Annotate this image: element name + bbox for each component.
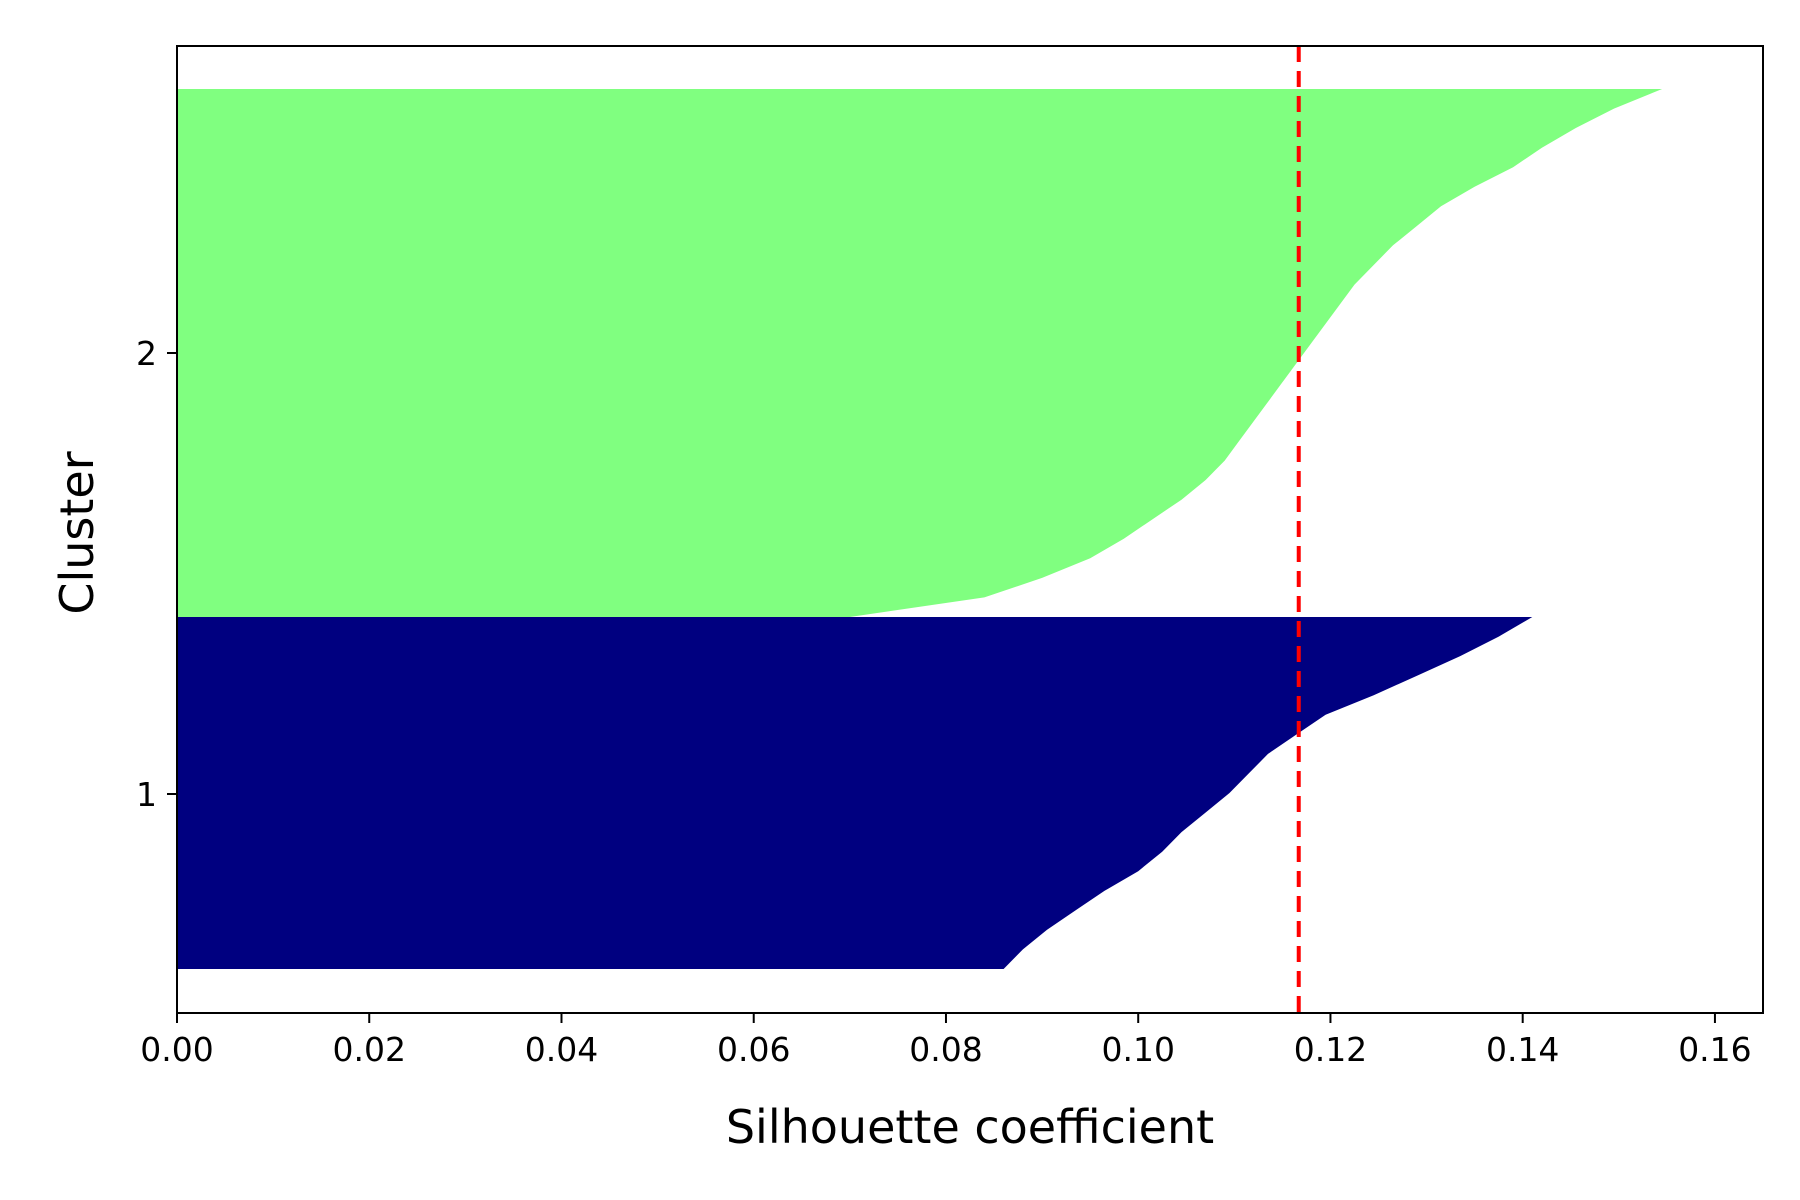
x-tick-label: 0.12: [1294, 1030, 1367, 1069]
y-axis-ticks: 12: [136, 334, 177, 814]
y-tick-label: 1: [136, 775, 157, 814]
x-tick-label: 0.00: [140, 1030, 213, 1069]
x-axis-label: Silhouette coefficient: [726, 1100, 1214, 1154]
x-tick-label: 0.06: [717, 1030, 790, 1069]
x-tick-label: 0.10: [1101, 1030, 1174, 1069]
axes-frame: [176, 45, 1764, 1014]
y-axis-label: Cluster: [50, 451, 104, 614]
x-tick-label: 0.04: [525, 1030, 598, 1069]
silhouette-cluster-1: [177, 617, 1533, 969]
y-tick-label: 2: [136, 334, 157, 373]
plot-area: [176, 45, 1764, 1014]
x-axis-ticks: 0.00 0.02 0.04 0.06 0.08 0.10 0.12 0.14 0.16: [140, 1013, 1752, 1069]
x-tick-label: 0.08: [909, 1030, 982, 1069]
x-tick-label: 0.14: [1486, 1030, 1559, 1069]
silhouette-cluster-2: [177, 89, 1663, 617]
x-tick-label: 0.16: [1678, 1030, 1751, 1069]
x-tick-label: 0.02: [333, 1030, 406, 1069]
